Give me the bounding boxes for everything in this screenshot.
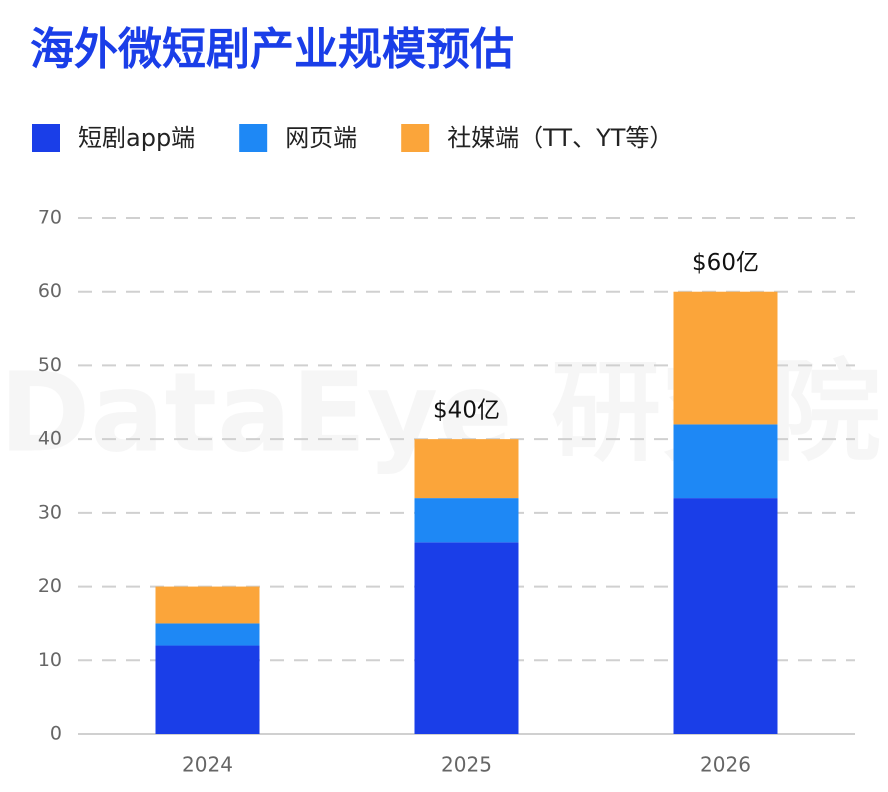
bar-segment xyxy=(673,291,778,425)
y-tick-label: 20 xyxy=(38,575,62,597)
legend-label: 社媒端（TT、YT等） xyxy=(447,124,673,152)
bar-segment xyxy=(155,586,260,624)
y-tick-label: 30 xyxy=(38,501,62,523)
total-label: $60亿 xyxy=(692,250,759,276)
y-tick-label: 50 xyxy=(38,354,62,376)
legend-swatch xyxy=(401,124,430,152)
y-tick-label: 0 xyxy=(50,723,62,745)
bar-segment xyxy=(414,542,519,734)
legend-swatch xyxy=(32,124,60,152)
legend-swatch xyxy=(239,124,268,152)
x-tick-label: 2025 xyxy=(441,753,492,777)
legend-label: 短剧app端 xyxy=(78,124,195,152)
x-tick-label: 2026 xyxy=(700,753,751,777)
y-tick-label: 60 xyxy=(38,280,62,302)
y-tick-label: 70 xyxy=(38,207,62,229)
x-tick-label: 2024 xyxy=(182,753,233,777)
bar-segment xyxy=(155,623,260,646)
y-tick-label: 40 xyxy=(38,428,62,450)
legend-label: 网页端 xyxy=(285,124,357,152)
bar-segment xyxy=(155,645,260,734)
y-tick-label: 10 xyxy=(38,649,62,671)
total-label: $40亿 xyxy=(433,398,500,424)
bar-segment xyxy=(414,439,519,499)
bar-segment xyxy=(673,498,778,734)
bar-segment xyxy=(673,424,778,499)
chart-title: 海外微短剧产业规模预估 xyxy=(30,24,514,75)
bar-segment xyxy=(414,498,519,543)
